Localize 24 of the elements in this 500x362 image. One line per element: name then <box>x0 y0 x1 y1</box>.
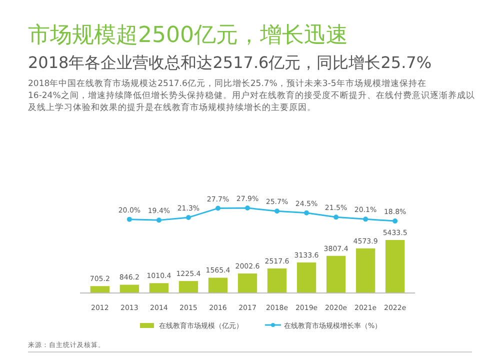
bar <box>120 284 140 293</box>
bar <box>208 278 228 293</box>
point <box>215 206 220 211</box>
point <box>126 216 132 222</box>
bar <box>356 248 376 293</box>
bar <box>149 283 169 293</box>
bar <box>178 281 198 293</box>
point <box>392 218 398 224</box>
chart-title: 市场规模超2500亿元，增长迅速 <box>28 23 348 48</box>
chart-subtitle: 2018年各企业营收总和达2517.6亿元，同比增长25.7% <box>28 53 432 72</box>
point <box>156 218 162 223</box>
bar <box>326 256 346 293</box>
bar <box>385 240 405 293</box>
bar <box>267 268 287 293</box>
bar <box>90 286 110 293</box>
text: 2018年中国在线教育市场规模达2517.6亿元，同比增长25.7%，预计未来3-5年市场规模增速保持在16-24%之间，增速持续降低但增长势头保持稳健。用户对在线教育的接受度不断提升、在线付费意识逐渐养成以及线上学习体验和效果的提升是在线教育市场规模持续增长的主要原因。 <box>28 78 475 113</box>
point <box>186 214 191 220</box>
point <box>363 216 368 222</box>
point <box>334 214 339 220</box>
bar <box>238 273 258 293</box>
bar <box>296 262 316 293</box>
point <box>245 206 250 210</box>
point <box>274 208 280 214</box>
point <box>304 210 310 216</box>
